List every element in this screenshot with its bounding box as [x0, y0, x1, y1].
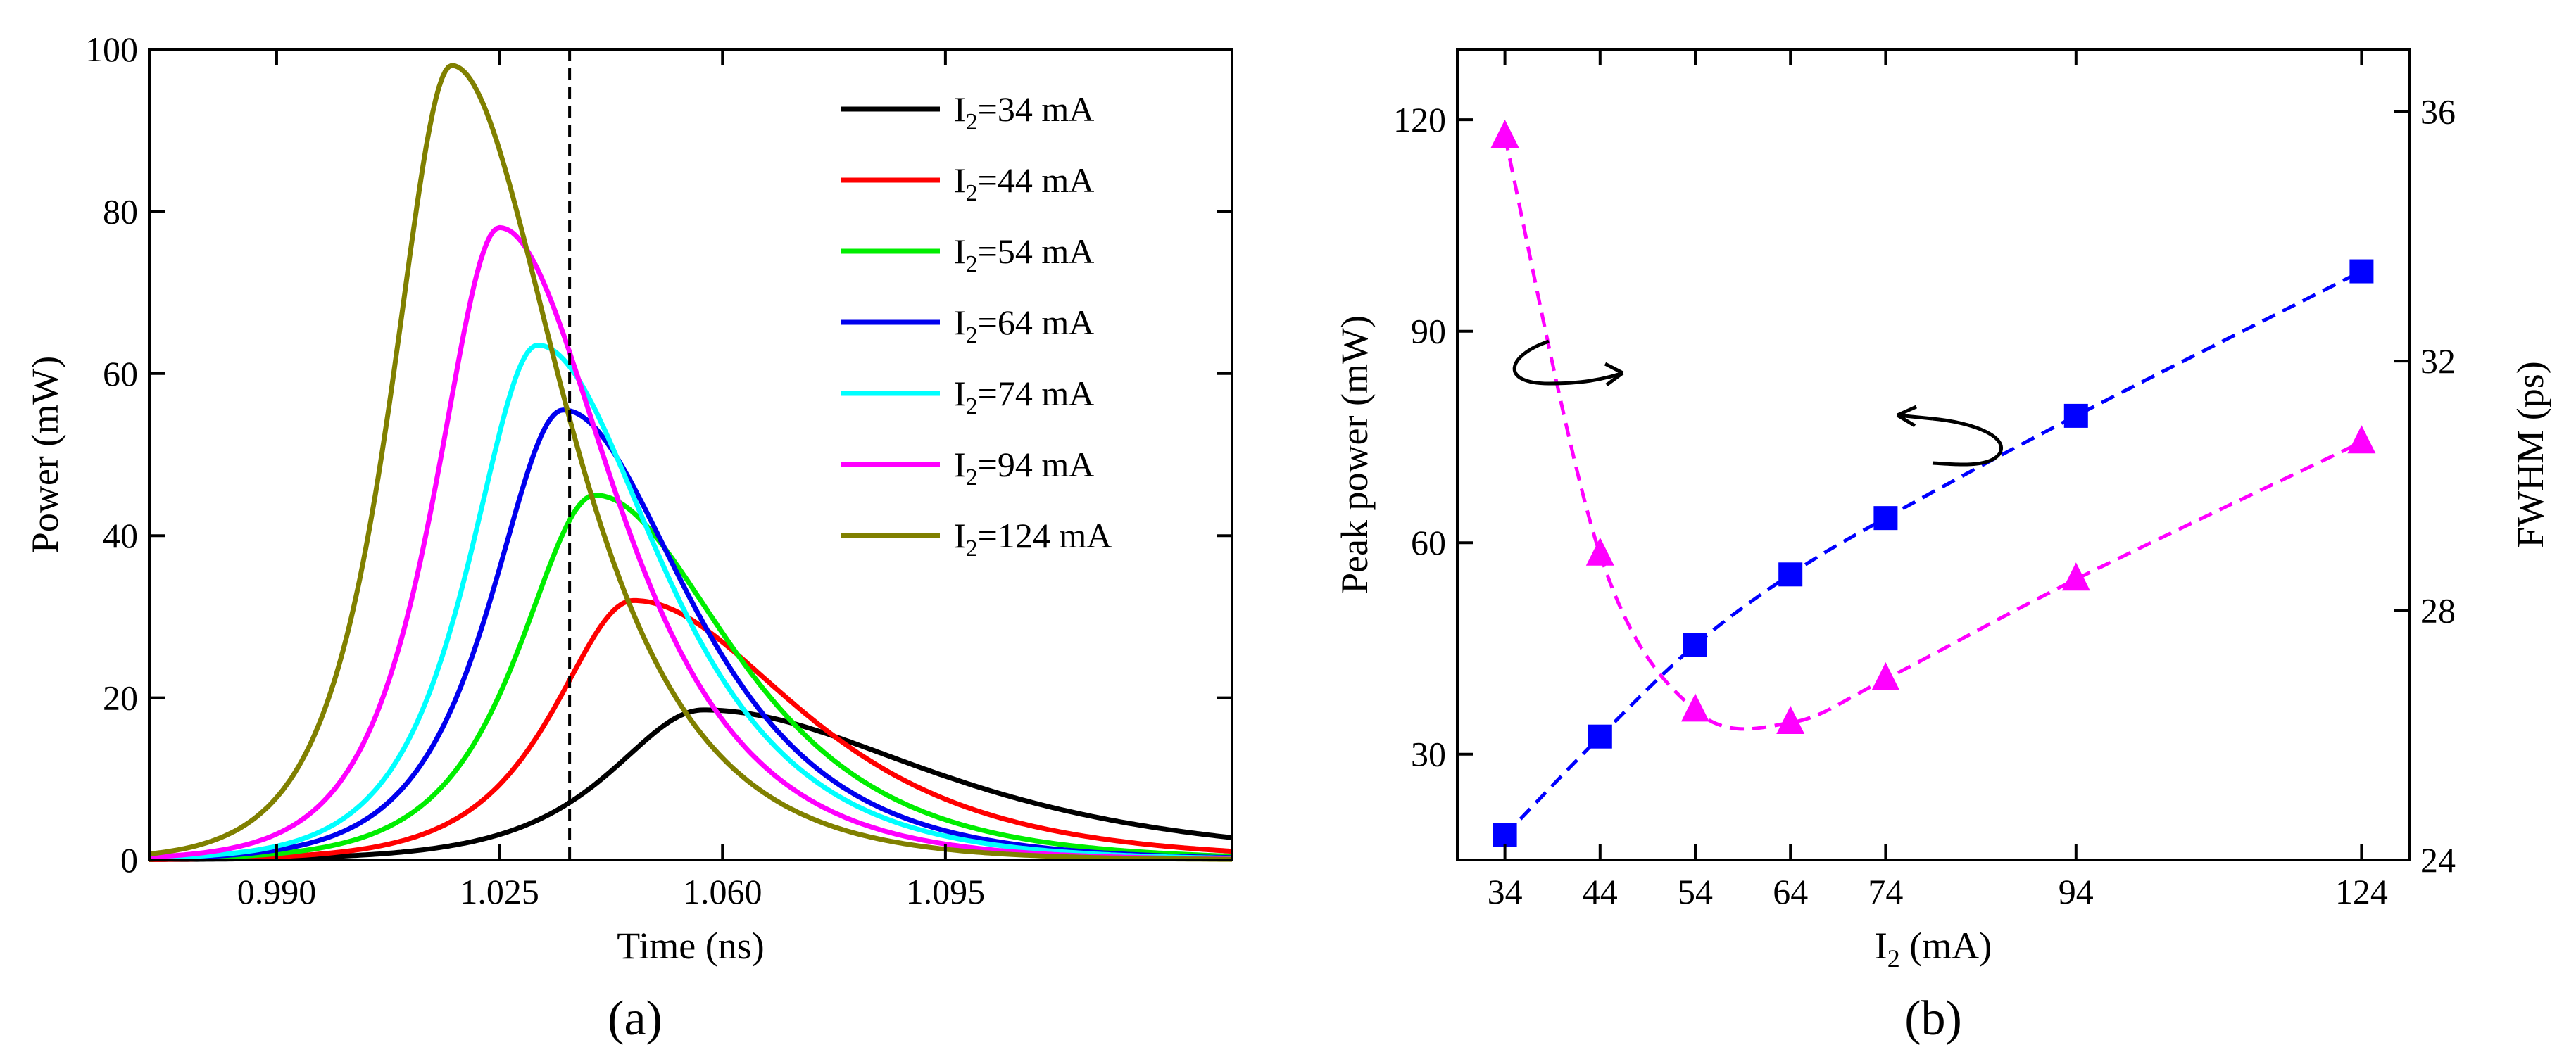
panel-a-series-line-4 [149, 343, 1233, 861]
panel-a-series-line-2 [149, 493, 1233, 862]
panel-a-plot-frame [148, 48, 1233, 861]
legend-base: I [954, 89, 966, 129]
fwhm-marker [1585, 537, 1614, 566]
peak-power-marker [1588, 724, 1612, 749]
legend-rest: =74 mA [978, 374, 1095, 413]
panel-b-x-tick-label: 34 [1488, 872, 1523, 911]
panel-a-y-tick-label: 20 [103, 678, 138, 718]
panel-a-series-line-0 [149, 707, 1233, 862]
legend-base: I [954, 374, 966, 413]
panel-a-series-line-6 [149, 63, 1233, 862]
legend-subscript: 2 [966, 251, 978, 277]
panel-a-y-tick-label: 80 [103, 191, 138, 231]
panel-b-x-tick-label: 54 [1678, 872, 1713, 911]
peak-power-marker [1873, 506, 1898, 531]
legend-rest: =54 mA [978, 232, 1095, 271]
peak-power-marker [2063, 403, 2088, 428]
legend-base: I [954, 160, 966, 200]
panel-b-left-y-tick-label: 30 [1411, 735, 1446, 774]
arrow-head-left [1896, 405, 1933, 428]
panel-a-y-axis-label: Power (mW) [24, 356, 66, 553]
panel-a-series-group [149, 63, 1233, 862]
panel-b-right-y-axis-label: FWHM (ps) [2509, 361, 2551, 548]
legend-subscript: 2 [966, 464, 978, 490]
legend-subscript: 2 [966, 180, 978, 206]
panel-a-legend-label-6: I2=124 mA [954, 516, 1112, 562]
panel-b-label: (b) [1904, 992, 1962, 1046]
panel-a-x-axis-label: Time (ns) [617, 925, 765, 967]
fwhm-marker [1871, 662, 1900, 691]
panel-a-x-ticks: 0.990 1.025 1.060 1.095 [237, 49, 985, 911]
x-label-rest: (mA) [1900, 925, 1992, 967]
panel-b-chart: 34 44 54 64 74 94 124 30 60 90 120 24 28 32 36 I2 (m… [1333, 48, 2551, 1046]
panel-b-plot-frame [1456, 48, 2411, 861]
panel-b-x-tick-label: 124 [2335, 872, 2388, 911]
panel-a-legend-label-0: I2=34 mA [954, 89, 1094, 135]
fwhm-marker [1776, 706, 1805, 735]
panel-b-left-y-ticks: 30 60 90 120 [1393, 100, 1473, 774]
panel-b-x-ticks: 34 44 54 64 74 94 124 [1488, 49, 2388, 911]
panel-b-x-axis-label: I2 (mA) [1875, 925, 1992, 973]
panel-a-y-tick-label: 40 [103, 516, 138, 555]
legend-rest: =94 mA [978, 445, 1095, 484]
legend-base: I [954, 516, 966, 555]
legend-base: I [954, 232, 966, 271]
peak-power-marker [1683, 633, 1707, 657]
panel-a-x-tick-label: 0.990 [237, 872, 317, 911]
panel-a-x-tick-label: 1.095 [906, 872, 986, 911]
legend-base: I [954, 303, 966, 342]
peak-power-marker [2349, 259, 2374, 284]
panel-a-legend-label-2: I2=54 mA [954, 232, 1094, 277]
legend-subscript: 2 [966, 536, 978, 562]
right-pointing-curved-arrow [1932, 417, 2003, 467]
legend-rest: =44 mA [978, 160, 1095, 200]
legend-base: I [954, 445, 966, 484]
panel-b-x-tick-label: 64 [1773, 872, 1808, 911]
legend-subscript: 2 [966, 109, 978, 135]
x-label-subscript: 2 [1887, 944, 1900, 973]
panel-b-markers [1490, 120, 2376, 847]
panel-a-legend-label-5: I2=94 mA [954, 445, 1094, 490]
panel-a-y-tick-label: 100 [85, 30, 138, 69]
fwhm-marker [1681, 693, 1709, 722]
panel-b-right-y-tick-label: 24 [2420, 840, 2456, 880]
panel-b-right-y-ticks: 24 28 32 36 [2394, 92, 2456, 880]
panel-b-right-y-tick-label: 32 [2420, 341, 2456, 381]
fwhm-marker [2347, 425, 2376, 454]
panel-b-left-y-axis-label: Peak power (mW) [1333, 315, 1376, 594]
legend-subscript: 2 [966, 393, 978, 419]
panel-b-x-tick-label: 74 [1868, 872, 1903, 911]
peak-power-marker [1493, 823, 1517, 847]
panel-b-left-y-tick-label: 90 [1411, 312, 1446, 351]
left-pointing-curved-arrow [1512, 339, 1623, 386]
panel-b-x-tick-label: 94 [2059, 872, 2094, 911]
legend-subscript: 2 [966, 322, 978, 348]
panel-b-x-tick-label: 44 [1583, 872, 1618, 911]
panel-a-y-tick-label: 60 [103, 354, 138, 393]
panel-b-right-y-tick-label: 28 [2420, 591, 2456, 631]
panel-a-legend-label-4: I2=74 mA [954, 374, 1094, 419]
panel-b-left-y-tick-label: 120 [1393, 100, 1446, 139]
arrow-head-right [1604, 362, 1624, 387]
fwhm-marker [1490, 120, 1519, 148]
peak-power-marker [1778, 562, 1803, 587]
panel-a-legend-label-3: I2=64 mA [954, 303, 1094, 348]
panel-a-y-ticks: 0 20 40 60 80 100 [85, 30, 1232, 880]
legend-rest: =64 mA [978, 303, 1095, 342]
panel-b-left-y-tick-label: 60 [1411, 523, 1446, 562]
legend-rest: =124 mA [978, 516, 1112, 555]
panel-a-label: (a) [608, 992, 662, 1046]
panel-a-legend-label-1: I2=44 mA [954, 160, 1094, 206]
panel-b-right-y-tick-label: 36 [2420, 92, 2456, 132]
legend-rest: =34 mA [978, 89, 1095, 129]
panel-a-y-tick-label: 0 [120, 840, 138, 880]
panel-a-x-tick-label: 1.025 [460, 872, 539, 911]
panel-a-x-tick-label: 1.060 [683, 872, 762, 911]
fwhm-marker [2061, 562, 2090, 591]
x-label-base: I [1875, 925, 1887, 967]
